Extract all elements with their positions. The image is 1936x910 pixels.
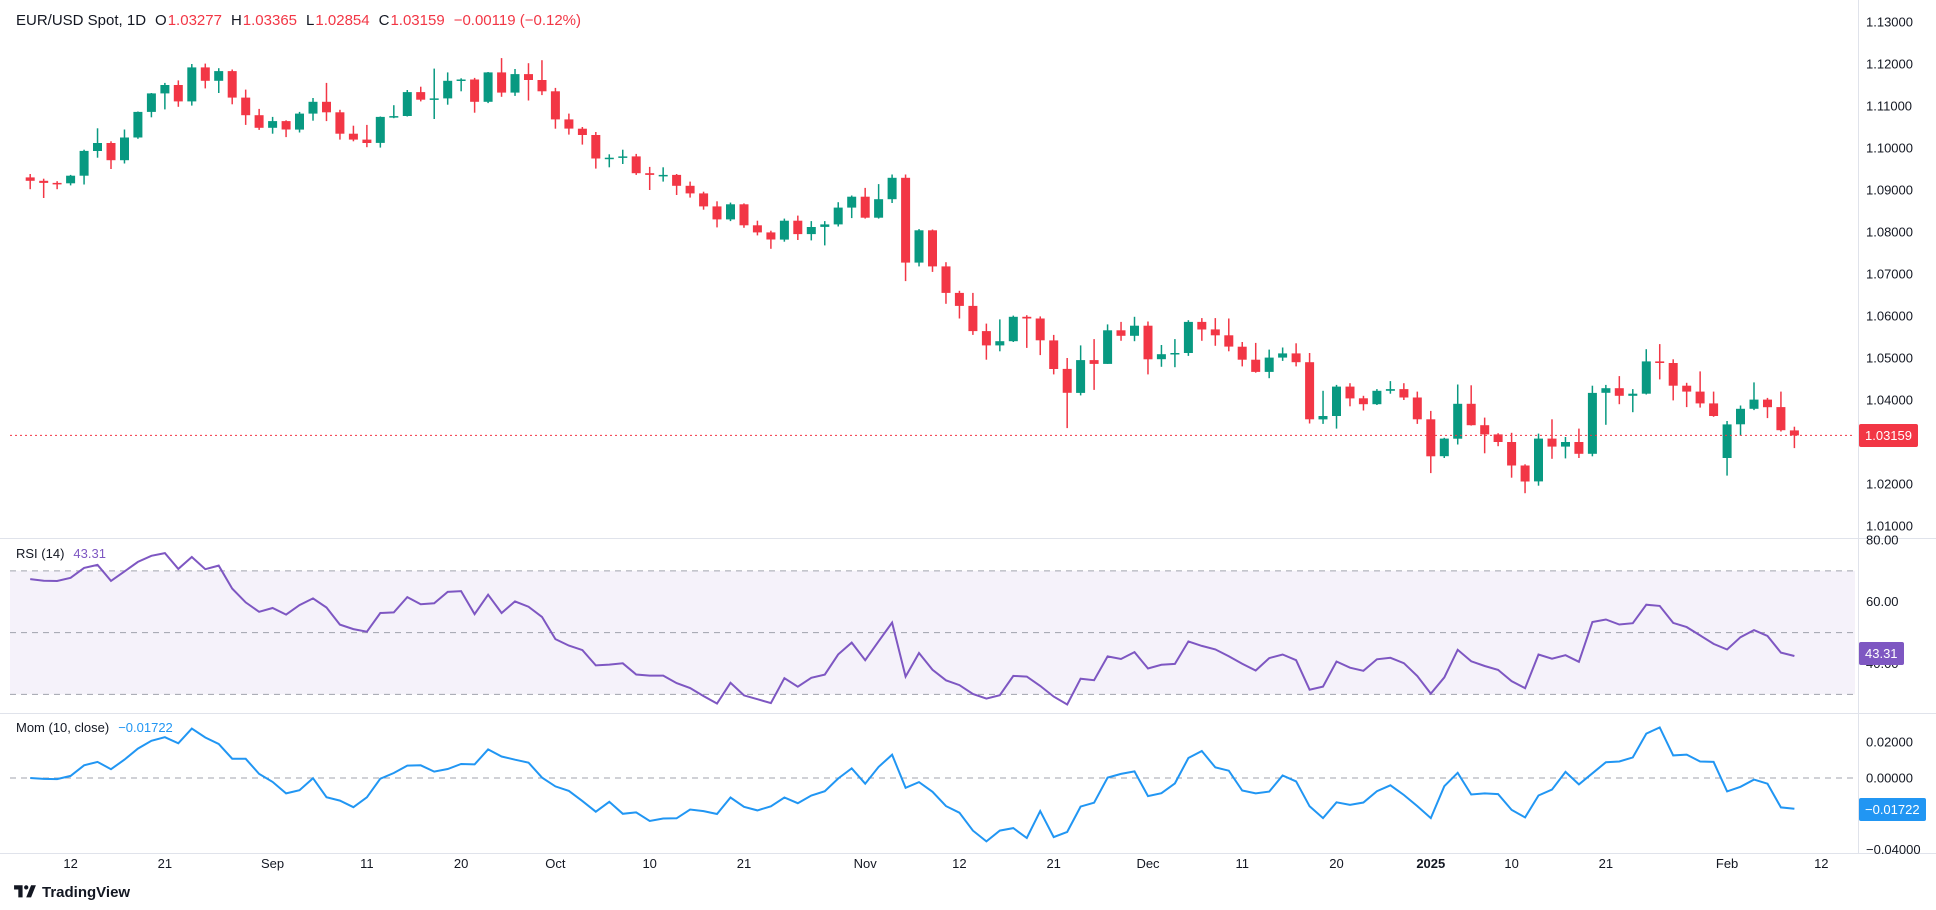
time-axis-label: 21 [1046, 856, 1060, 871]
time-axis-label: Feb [1716, 856, 1738, 871]
mom-indicator-value: −0.01722 [118, 720, 173, 735]
symbol-legend[interactable]: EUR/USD Spot, 1D O 1.03277 H 1.03365 L 1.02… [16, 12, 581, 29]
time-axis-label: Dec [1136, 856, 1160, 871]
time-axis-label: Oct [545, 856, 566, 871]
rsi-band [10, 570, 1855, 695]
time-axis-label: 12 [952, 856, 966, 871]
price-axis-label: 1.08000 [1866, 225, 1913, 240]
mom-axis-label: −0.04000 [1866, 842, 1921, 857]
time-axis-label: 21 [158, 856, 172, 871]
open-label: O [155, 12, 167, 29]
time-axis-label: 12 [63, 856, 77, 871]
rsi-line [30, 552, 1795, 706]
price-axis-label: 1.05000 [1866, 351, 1913, 366]
mom-legend[interactable]: Mom (10, close) −0.01722 [16, 720, 173, 735]
rsi-value-badge: 43.31 [1859, 642, 1904, 666]
time-axis-label: Sep [261, 856, 284, 871]
time-axis-label: 20 [454, 856, 468, 871]
mom-axis-label: 0.02000 [1866, 735, 1913, 750]
time-axis-label: 10 [642, 856, 656, 871]
time-axis-label: 10 [1504, 856, 1518, 871]
time-axis-label: 11 [360, 856, 374, 871]
mom-axis-label: 0.00000 [1866, 771, 1913, 786]
tradingview-logo-icon [14, 885, 36, 898]
ohlc-high: H 1.03365 [231, 12, 297, 29]
price-axis-label: 1.10000 [1866, 141, 1913, 156]
mom-axis[interactable]: 0.02000 0.00000 −0.04000 [1866, 735, 1921, 857]
candlestick-series [25, 58, 1799, 494]
time-axis-label: 2025 [1416, 856, 1445, 871]
rsi-axis-label: 60.00 [1866, 594, 1899, 609]
symbol-title[interactable]: EUR/USD Spot, 1D [16, 12, 147, 29]
change-value: −0.00119 (−0.12%) [453, 12, 582, 29]
low-label: L [306, 12, 315, 29]
price-axis-label: 1.01000 [1866, 519, 1913, 534]
close-value: 1.03159 [390, 12, 445, 29]
price-axis[interactable]: 1.13000 1.12000 1.11000 1.10000 1.09000 1.080… [1866, 15, 1913, 534]
price-axis-label: 1.11000 [1866, 99, 1912, 114]
price-axis-label: 1.02000 [1866, 477, 1913, 492]
time-axis-label: 20 [1329, 856, 1343, 871]
ohlc-close: C 1.03159 [379, 12, 445, 29]
low-value: 1.02854 [315, 12, 370, 29]
high-label: H [230, 12, 242, 29]
high-value: 1.03365 [242, 12, 298, 29]
price-axis-label: 1.09000 [1866, 183, 1913, 198]
mom-indicator-name: Mom (10, close) [16, 720, 110, 735]
ohlc-open: O 1.03277 [155, 12, 222, 29]
time-axis-label: 11 [1235, 856, 1249, 871]
rsi-indicator-value: 43.31 [73, 546, 106, 561]
rsi-axis-label: 80.00 [1866, 533, 1899, 548]
price-axis-label: 1.13000 [1866, 15, 1913, 30]
ohlc-low: L 1.02854 [306, 12, 370, 29]
open-value: 1.03277 [167, 12, 222, 29]
time-axis[interactable]: 12 21 Sep 11 20 Oct 10 21 Nov 12 21 Dec 11 20 2025 10 21… [63, 856, 1828, 871]
last-price-badge: 1.03159 [1859, 424, 1918, 448]
rsi-indicator-name: RSI (14) [16, 546, 65, 561]
time-axis-label: 21 [737, 856, 751, 871]
mom-value-badge: −0.01722 [1859, 797, 1926, 821]
time-axis-label: 21 [1599, 856, 1613, 871]
tradingview-logo[interactable]: TradingView [14, 884, 130, 901]
price-axis-label: 1.12000 [1866, 57, 1913, 72]
close-label: C [378, 12, 390, 29]
tradingview-logo-text: TradingView [42, 884, 131, 901]
price-axis-label: 1.04000 [1866, 393, 1913, 408]
price-axis-label: 1.07000 [1866, 267, 1913, 282]
time-axis-label: 12 [1814, 856, 1828, 871]
time-axis-label: Nov [854, 856, 878, 871]
pane-separators [0, 0, 1936, 854]
price-axis-label: 1.06000 [1866, 309, 1913, 324]
mom-line [30, 726, 1795, 843]
rsi-legend[interactable]: RSI (14) 43.31 [16, 546, 106, 561]
